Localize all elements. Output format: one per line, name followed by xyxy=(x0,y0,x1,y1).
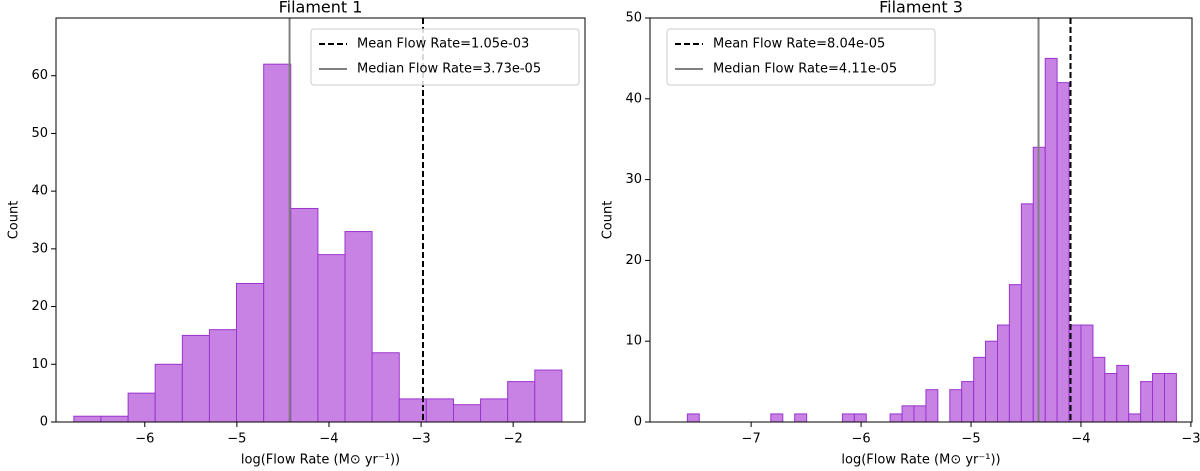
y-tick-label: 20 xyxy=(625,253,642,268)
bar xyxy=(236,282,265,423)
bar xyxy=(961,381,975,423)
bar xyxy=(263,63,292,423)
bar xyxy=(686,413,700,423)
y-tick-label: 50 xyxy=(625,11,642,26)
bar xyxy=(208,329,238,423)
bar xyxy=(480,398,509,423)
bar xyxy=(949,389,963,423)
bar xyxy=(1044,57,1058,423)
bar xyxy=(997,324,1010,423)
bar xyxy=(1164,373,1177,423)
bar xyxy=(770,413,784,423)
y-tick-label: 10 xyxy=(625,334,642,349)
bar xyxy=(154,363,183,423)
x-axis-label: log(Flow Rate (M⊙ yr⁻¹)) xyxy=(841,453,1000,468)
x-axis-label: log(Flow Rate (M⊙ yr⁻¹)) xyxy=(241,453,400,468)
bar xyxy=(853,413,867,423)
bar xyxy=(371,352,400,423)
bar xyxy=(1140,381,1154,423)
y-tick-label: 40 xyxy=(625,91,642,106)
axes-frame xyxy=(55,17,586,423)
bar xyxy=(425,398,454,423)
y-axis-label: Count xyxy=(7,201,22,240)
y-tick-label: 0 xyxy=(40,415,48,430)
bar xyxy=(317,254,346,423)
bar xyxy=(452,404,482,423)
bar xyxy=(973,356,987,423)
bar xyxy=(73,415,102,423)
legend-box xyxy=(666,28,936,86)
y-tick-label: 30 xyxy=(625,172,642,187)
bar xyxy=(1092,356,1106,423)
bar xyxy=(913,405,927,423)
bar xyxy=(1152,373,1166,423)
bar xyxy=(507,381,536,423)
bar xyxy=(127,392,156,423)
y-tick-label: 10 xyxy=(31,357,48,372)
bar xyxy=(100,415,129,423)
bar xyxy=(1128,413,1142,423)
x-tick-label: −7 xyxy=(742,432,761,447)
bar xyxy=(1008,284,1022,423)
legend-box xyxy=(310,28,580,86)
bar xyxy=(901,405,915,423)
panel: −7 −6 −5 −4 −3 0 10 20 30 40 50 Filament 3 log(Flow … xyxy=(601,0,1200,468)
bar xyxy=(1056,82,1070,423)
bar xyxy=(1104,373,1118,423)
bar xyxy=(889,413,903,423)
legend-label: Median Flow Rate=3.73e-05 xyxy=(357,62,541,77)
bar xyxy=(985,340,999,423)
x-tick-label: −3 xyxy=(1181,432,1200,447)
bar xyxy=(841,413,855,423)
y-tick-label: 0 xyxy=(634,415,642,430)
y-tick-label: 30 xyxy=(31,241,48,256)
bar xyxy=(794,413,808,423)
x-tick-label: −5 xyxy=(961,432,980,447)
y-tick-label: 40 xyxy=(31,184,48,199)
x-tick-label: −5 xyxy=(227,432,246,447)
x-tick-label: −3 xyxy=(411,432,430,447)
chart-title: Filament 3 xyxy=(879,0,963,17)
bar xyxy=(1080,324,1094,423)
bar xyxy=(1020,203,1034,423)
chart-title: Filament 1 xyxy=(279,0,363,17)
bar xyxy=(534,369,563,423)
axes-frame xyxy=(649,17,1193,423)
x-tick-label: −6 xyxy=(135,432,154,447)
bar xyxy=(344,231,373,423)
y-tick-label: 20 xyxy=(31,299,48,314)
x-tick-label: −4 xyxy=(319,432,338,447)
bar xyxy=(1116,364,1130,423)
legend-label: Mean Flow Rate=8.04e-05 xyxy=(713,37,885,52)
bar xyxy=(181,334,210,423)
bar xyxy=(290,207,319,423)
bar xyxy=(925,389,939,423)
x-tick-label: −6 xyxy=(851,432,870,447)
y-axis-label: Count xyxy=(601,201,616,240)
legend-label: Median Flow Rate=4.11e-05 xyxy=(713,62,897,77)
y-tick-label: 50 xyxy=(31,126,48,141)
y-tick-label: 60 xyxy=(31,68,48,83)
x-tick-label: −2 xyxy=(504,432,523,447)
x-tick-label: −4 xyxy=(1071,432,1090,447)
panel: −6 −5 −4 −3 −2 0 10 20 30 40 50 60 Filament 1 log(Flo… xyxy=(7,0,586,468)
legend-label: Mean Flow Rate=1.05e-03 xyxy=(357,37,529,52)
